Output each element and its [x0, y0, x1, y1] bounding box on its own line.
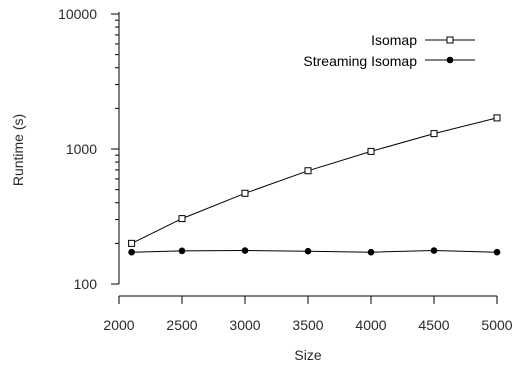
data-point-streaming-isomap — [304, 247, 312, 255]
legend-marker-streaming-isomap — [446, 56, 454, 64]
data-point-isomap — [241, 189, 249, 197]
x-axis-label: Size — [294, 347, 321, 363]
data-point-streaming-isomap — [430, 247, 438, 254]
data-point-streaming-isomap — [241, 247, 249, 254]
data-point-streaming-isomap — [178, 247, 186, 255]
data-point-isomap — [430, 130, 438, 138]
x-tick-group: 2000 2500 3000 3500 4000 4500 5000 — [103, 296, 513, 333]
data-point-isomap — [128, 239, 136, 247]
data-point-isomap — [178, 215, 186, 223]
data-point-streaming-isomap — [493, 248, 501, 256]
legend-label-streaming-isomap: Streaming Isomap — [303, 53, 417, 69]
data-point-isomap — [367, 147, 375, 155]
x-axis: 2000 2500 3000 3500 4000 4500 5000 — [103, 295, 513, 333]
y-axis-label: Runtime (s) — [10, 114, 26, 186]
legend-marker-isomap — [446, 36, 454, 44]
legend-label-isomap: Isomap — [371, 32, 417, 48]
y-tick-label: 1000 — [66, 141, 97, 157]
x-tick-label: 4500 — [418, 317, 449, 333]
x-tick-label: 2500 — [166, 317, 197, 333]
y-tick-group: 100 1000 10000 — [58, 6, 119, 292]
legend: Isomap Streaming Isomap — [303, 32, 475, 69]
data-point-isomap — [493, 114, 501, 122]
x-tick-label: 5000 — [481, 317, 512, 333]
series-line-streaming-isomap — [131, 249, 498, 253]
x-tick-label: 4000 — [355, 317, 386, 333]
series-line-isomap — [131, 117, 498, 244]
x-tick-label: 2000 — [103, 317, 134, 333]
series-layer — [128, 114, 501, 256]
x-tick-label: 3500 — [292, 317, 323, 333]
data-point-isomap — [304, 167, 312, 175]
y-tick-label: 100 — [74, 276, 98, 292]
data-point-streaming-isomap — [128, 248, 135, 256]
y-axis: 100 1000 10000 — [58, 6, 120, 292]
data-point-streaming-isomap — [367, 248, 375, 256]
y-tick-label: 10000 — [58, 6, 97, 22]
x-tick-label: 3000 — [229, 317, 260, 333]
